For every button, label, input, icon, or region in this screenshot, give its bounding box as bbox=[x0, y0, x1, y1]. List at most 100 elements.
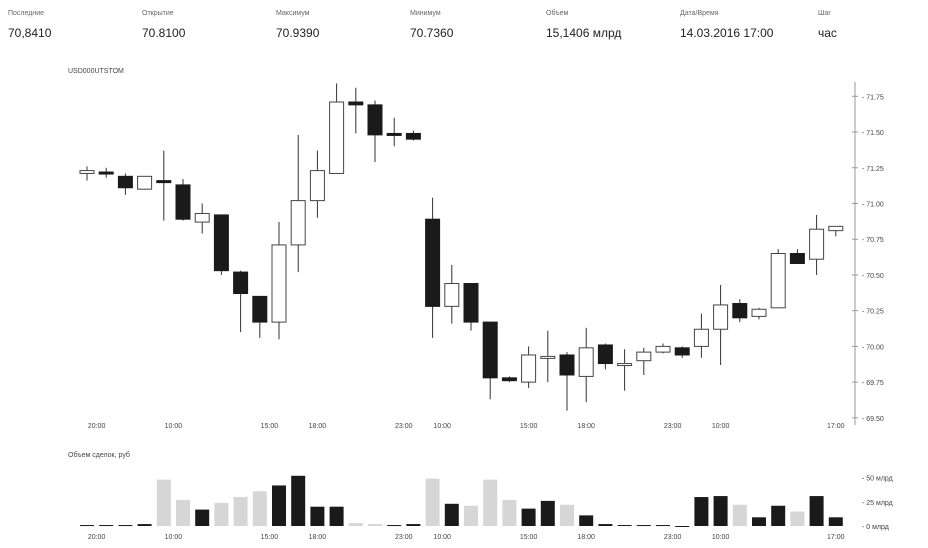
volume-bar[interactable] bbox=[214, 503, 228, 526]
candle[interactable] bbox=[214, 215, 228, 275]
candle[interactable] bbox=[656, 344, 670, 354]
candle[interactable] bbox=[541, 331, 555, 382]
volume-bar[interactable] bbox=[80, 525, 94, 526]
candle-body-down bbox=[426, 219, 440, 306]
candle[interactable] bbox=[829, 226, 843, 236]
price-axis: - 71.75- 71.50- 71.25- 71.00- 70.75- 70.… bbox=[852, 94, 884, 423]
candlestick-series[interactable] bbox=[80, 83, 843, 410]
volume-bar[interactable] bbox=[810, 496, 824, 526]
candle[interactable] bbox=[752, 308, 766, 319]
price-tick-label: - 70.00 bbox=[862, 344, 884, 351]
volume-bar[interactable] bbox=[157, 480, 171, 526]
candle-body-down bbox=[176, 185, 190, 219]
candle[interactable] bbox=[502, 376, 516, 382]
volume-bar[interactable] bbox=[522, 509, 536, 526]
candle[interactable] bbox=[195, 203, 209, 233]
volume-bar[interactable] bbox=[598, 524, 612, 526]
volume-bar[interactable] bbox=[387, 525, 401, 526]
candle-body-down bbox=[214, 215, 228, 271]
candle-body-up bbox=[272, 245, 286, 322]
candle[interactable] bbox=[80, 166, 94, 180]
candle[interactable] bbox=[733, 299, 747, 322]
volume-bar[interactable] bbox=[99, 525, 113, 526]
candle[interactable] bbox=[560, 352, 574, 411]
candle[interactable] bbox=[637, 348, 651, 375]
candle-body-up bbox=[291, 201, 305, 245]
candle[interactable] bbox=[176, 179, 190, 220]
candle-body-up bbox=[829, 226, 843, 230]
candle-body-down bbox=[349, 102, 363, 105]
candle[interactable] bbox=[330, 83, 344, 173]
volume-bar[interactable] bbox=[656, 525, 670, 526]
volume-bar[interactable] bbox=[560, 505, 574, 526]
volume-bar[interactable] bbox=[349, 523, 363, 526]
candle[interactable] bbox=[138, 176, 152, 189]
volume-bar[interactable] bbox=[368, 524, 382, 526]
candle-body-up bbox=[579, 348, 593, 377]
candle[interactable] bbox=[272, 222, 286, 339]
volume-bar[interactable] bbox=[118, 525, 132, 526]
candle[interactable] bbox=[810, 215, 824, 275]
volume-bar[interactable] bbox=[618, 525, 632, 526]
volume-bar[interactable] bbox=[752, 517, 766, 526]
candle[interactable] bbox=[714, 285, 728, 365]
candle[interactable] bbox=[579, 328, 593, 402]
volume-bar[interactable] bbox=[330, 507, 344, 526]
candle-body-down bbox=[368, 105, 382, 135]
candle[interactable] bbox=[291, 135, 305, 272]
volume-time-tick-label: 10:00 bbox=[165, 534, 183, 541]
volume-bar[interactable] bbox=[771, 506, 785, 526]
candle-body-down bbox=[464, 284, 478, 323]
candle-body-down bbox=[99, 172, 113, 174]
volume-bar[interactable] bbox=[426, 479, 440, 526]
volume-bar[interactable] bbox=[195, 510, 209, 526]
candle[interactable] bbox=[406, 131, 420, 141]
candle[interactable] bbox=[771, 249, 785, 308]
candle[interactable] bbox=[483, 322, 497, 399]
volume-bar[interactable] bbox=[176, 500, 190, 526]
candle[interactable] bbox=[253, 296, 267, 337]
volume-bar[interactable] bbox=[541, 501, 555, 526]
volume-bar[interactable] bbox=[675, 526, 689, 527]
candle[interactable] bbox=[118, 173, 132, 194]
volume-bar[interactable] bbox=[733, 505, 747, 526]
candle[interactable] bbox=[349, 88, 363, 134]
volume-bar[interactable] bbox=[790, 512, 804, 526]
candle[interactable] bbox=[598, 344, 612, 370]
volume-bar[interactable] bbox=[829, 517, 843, 526]
volume-bar[interactable] bbox=[483, 480, 497, 526]
candle[interactable] bbox=[234, 271, 248, 332]
volume-bar[interactable] bbox=[464, 506, 478, 526]
candle-body-up bbox=[138, 176, 152, 189]
volume-bar[interactable] bbox=[445, 504, 459, 526]
volume-bar[interactable] bbox=[714, 496, 728, 526]
volume-bar[interactable] bbox=[694, 497, 708, 526]
volume-series[interactable] bbox=[80, 476, 843, 527]
volume-bar[interactable] bbox=[502, 500, 516, 526]
candle[interactable] bbox=[694, 314, 708, 358]
candle[interactable] bbox=[522, 346, 536, 387]
candle[interactable] bbox=[790, 249, 804, 263]
volume-bar[interactable] bbox=[637, 525, 651, 526]
candle[interactable] bbox=[310, 151, 324, 218]
volume-bar[interactable] bbox=[310, 507, 324, 526]
volume-bar[interactable] bbox=[253, 491, 267, 526]
volume-time-tick-label: 15:00 bbox=[520, 534, 538, 541]
candle[interactable] bbox=[464, 284, 478, 331]
candle[interactable] bbox=[368, 101, 382, 162]
candle-body-up bbox=[522, 355, 536, 382]
volume-bar[interactable] bbox=[406, 524, 420, 526]
candle[interactable] bbox=[445, 265, 459, 324]
volume-bar[interactable] bbox=[579, 515, 593, 526]
volume-tick-label: - 25 млрд bbox=[862, 500, 893, 507]
volume-bar[interactable] bbox=[234, 497, 248, 526]
candle[interactable] bbox=[157, 151, 171, 221]
candle[interactable] bbox=[387, 118, 401, 147]
volume-bar[interactable] bbox=[272, 485, 286, 526]
candle[interactable] bbox=[618, 349, 632, 390]
candle[interactable] bbox=[99, 168, 113, 178]
candle[interactable] bbox=[426, 198, 440, 338]
volume-bar[interactable] bbox=[291, 476, 305, 526]
candle[interactable] bbox=[675, 346, 689, 357]
volume-bar[interactable] bbox=[138, 524, 152, 526]
